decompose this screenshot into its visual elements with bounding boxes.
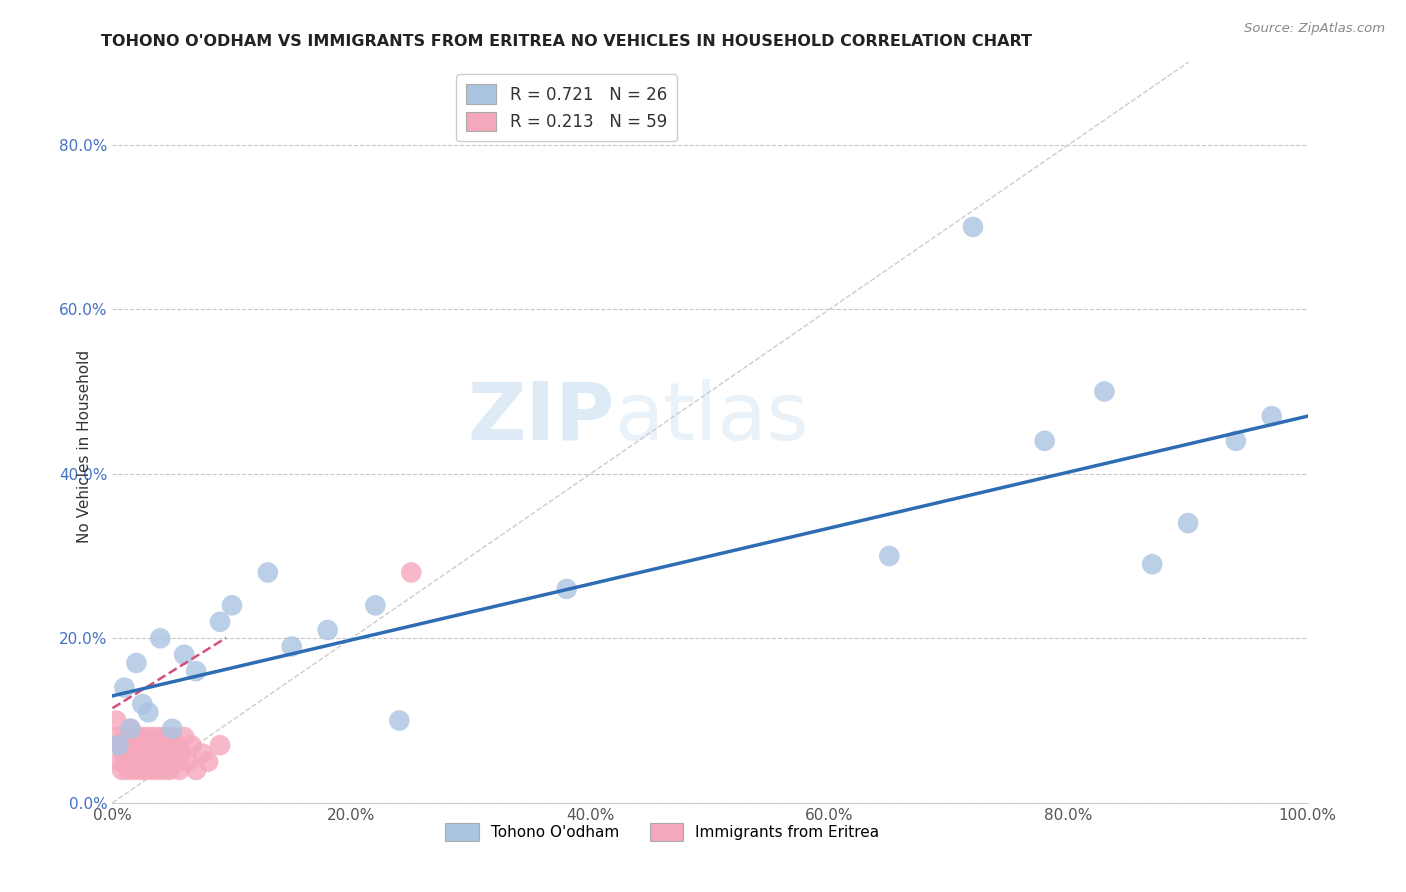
Point bbox=[209, 615, 232, 629]
Point bbox=[114, 755, 136, 769]
Point bbox=[316, 623, 339, 637]
Point bbox=[131, 730, 153, 744]
Point bbox=[281, 640, 304, 654]
Point bbox=[117, 763, 139, 777]
Point bbox=[114, 681, 135, 695]
Legend: Tohono O'odham, Immigrants from Eritrea: Tohono O'odham, Immigrants from Eritrea bbox=[439, 817, 886, 847]
Point bbox=[138, 755, 160, 769]
Point bbox=[141, 763, 163, 777]
Point bbox=[145, 755, 167, 769]
Point bbox=[150, 755, 173, 769]
Point bbox=[364, 599, 387, 613]
Point bbox=[163, 755, 186, 769]
Point bbox=[118, 747, 141, 761]
Point bbox=[1033, 434, 1056, 448]
Point bbox=[128, 738, 150, 752]
Point bbox=[120, 722, 142, 736]
Point bbox=[1142, 558, 1164, 572]
Point bbox=[127, 755, 149, 769]
Point bbox=[879, 549, 901, 563]
Text: TOHONO O'ODHAM VS IMMIGRANTS FROM ERITREA NO VEHICLES IN HOUSEHOLD CORRELATION C: TOHONO O'ODHAM VS IMMIGRANTS FROM ERITRE… bbox=[101, 34, 1032, 49]
Point bbox=[112, 747, 135, 761]
Point bbox=[186, 763, 208, 777]
Point bbox=[159, 763, 181, 777]
Point bbox=[197, 755, 219, 769]
Point bbox=[155, 730, 177, 744]
Point bbox=[169, 763, 191, 777]
Point bbox=[191, 747, 214, 761]
Point bbox=[1094, 384, 1116, 399]
Point bbox=[139, 738, 162, 752]
Text: No Vehicles in Household: No Vehicles in Household bbox=[77, 350, 91, 542]
Point bbox=[209, 738, 232, 752]
Point bbox=[135, 763, 157, 777]
Point bbox=[108, 755, 131, 769]
Point bbox=[221, 599, 243, 613]
Point bbox=[1177, 516, 1199, 530]
Point bbox=[129, 747, 152, 761]
Point bbox=[115, 738, 138, 752]
Text: Source: ZipAtlas.com: Source: ZipAtlas.com bbox=[1244, 22, 1385, 36]
Point bbox=[152, 738, 174, 752]
Point bbox=[120, 722, 142, 736]
Point bbox=[186, 664, 208, 678]
Point bbox=[401, 566, 423, 580]
Point bbox=[136, 747, 159, 761]
Point bbox=[162, 730, 183, 744]
Point bbox=[156, 755, 179, 769]
Point bbox=[1261, 409, 1284, 424]
Point bbox=[160, 747, 183, 761]
Point bbox=[157, 738, 180, 752]
Point bbox=[143, 730, 166, 744]
Point bbox=[149, 730, 172, 744]
Point bbox=[173, 730, 195, 744]
Point bbox=[134, 738, 156, 752]
Point bbox=[148, 747, 170, 761]
Point bbox=[125, 656, 148, 670]
Point bbox=[257, 566, 280, 580]
Point bbox=[153, 763, 176, 777]
Point bbox=[555, 582, 578, 596]
Point bbox=[388, 714, 411, 728]
Point bbox=[114, 730, 135, 744]
Point bbox=[166, 738, 188, 752]
Point bbox=[105, 714, 128, 728]
Point bbox=[124, 747, 146, 761]
Point bbox=[138, 706, 160, 720]
Point bbox=[131, 697, 153, 711]
Point bbox=[107, 730, 129, 744]
Point bbox=[122, 763, 145, 777]
Point bbox=[177, 755, 200, 769]
Point bbox=[111, 763, 134, 777]
Point bbox=[170, 747, 193, 761]
Point bbox=[146, 763, 169, 777]
Point bbox=[180, 738, 202, 752]
Point bbox=[121, 738, 143, 752]
Text: atlas: atlas bbox=[614, 379, 808, 457]
Point bbox=[121, 755, 143, 769]
Point bbox=[1225, 434, 1247, 448]
Point bbox=[149, 632, 172, 646]
Point bbox=[107, 738, 129, 752]
Point bbox=[162, 722, 183, 736]
Point bbox=[962, 219, 984, 234]
Point bbox=[173, 648, 195, 662]
Point bbox=[153, 747, 176, 761]
Point bbox=[132, 755, 155, 769]
Point bbox=[138, 730, 160, 744]
Point bbox=[110, 738, 132, 752]
Point bbox=[145, 738, 167, 752]
Point bbox=[129, 763, 152, 777]
Point bbox=[125, 730, 148, 744]
Point bbox=[142, 747, 165, 761]
Text: ZIP: ZIP bbox=[467, 379, 614, 457]
